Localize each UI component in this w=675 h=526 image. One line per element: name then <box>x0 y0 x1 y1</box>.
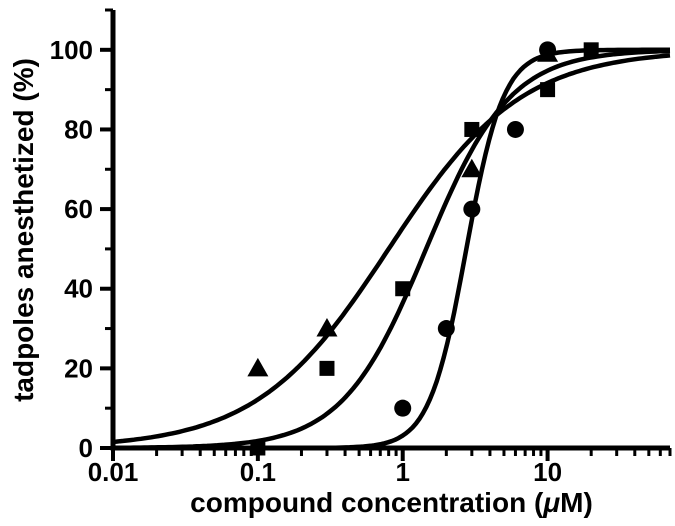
y-tick-label: 0 <box>79 433 93 463</box>
data-point-circle <box>394 399 412 417</box>
data-point-triangle <box>316 318 338 337</box>
fit-curve-circle <box>113 47 670 451</box>
data-point-circle <box>437 320 455 338</box>
y-tick-label: 40 <box>64 274 93 304</box>
data-point-square <box>319 360 335 376</box>
data-point-square <box>583 42 599 58</box>
data-point-circle <box>463 200 481 218</box>
fit-curve-square <box>113 48 671 451</box>
data-point-circle <box>539 41 557 59</box>
fit-curve-triangle <box>112 53 671 445</box>
data-point-circle <box>506 120 524 138</box>
data-point-square <box>250 440 266 456</box>
y-tick-label: 80 <box>64 114 93 144</box>
y-tick-label: 20 <box>64 353 93 383</box>
y-axis-title: tadpoles anesthetized (%) <box>8 58 39 402</box>
x-tick-label: 0.01 <box>88 457 139 487</box>
y-tick-label: 60 <box>64 194 93 224</box>
data-point-square <box>464 121 480 137</box>
data-point-triangle <box>461 158 483 178</box>
x-axis-title-prefix: compound concentration ( <box>190 487 544 518</box>
x-tick-label: 0.1 <box>240 457 276 487</box>
data-point-square <box>540 82 556 98</box>
x-axis-title-suffix: M) <box>560 487 593 518</box>
data-point-triangle <box>247 357 269 377</box>
y-tick-label: 100 <box>50 35 93 65</box>
mu-symbol: μ <box>543 487 561 518</box>
x-tick-label: 1 <box>395 457 409 487</box>
x-axis-title: compound concentration (μM) <box>113 486 670 520</box>
data-point-square <box>395 281 411 297</box>
x-tick-label: 10 <box>533 457 562 487</box>
